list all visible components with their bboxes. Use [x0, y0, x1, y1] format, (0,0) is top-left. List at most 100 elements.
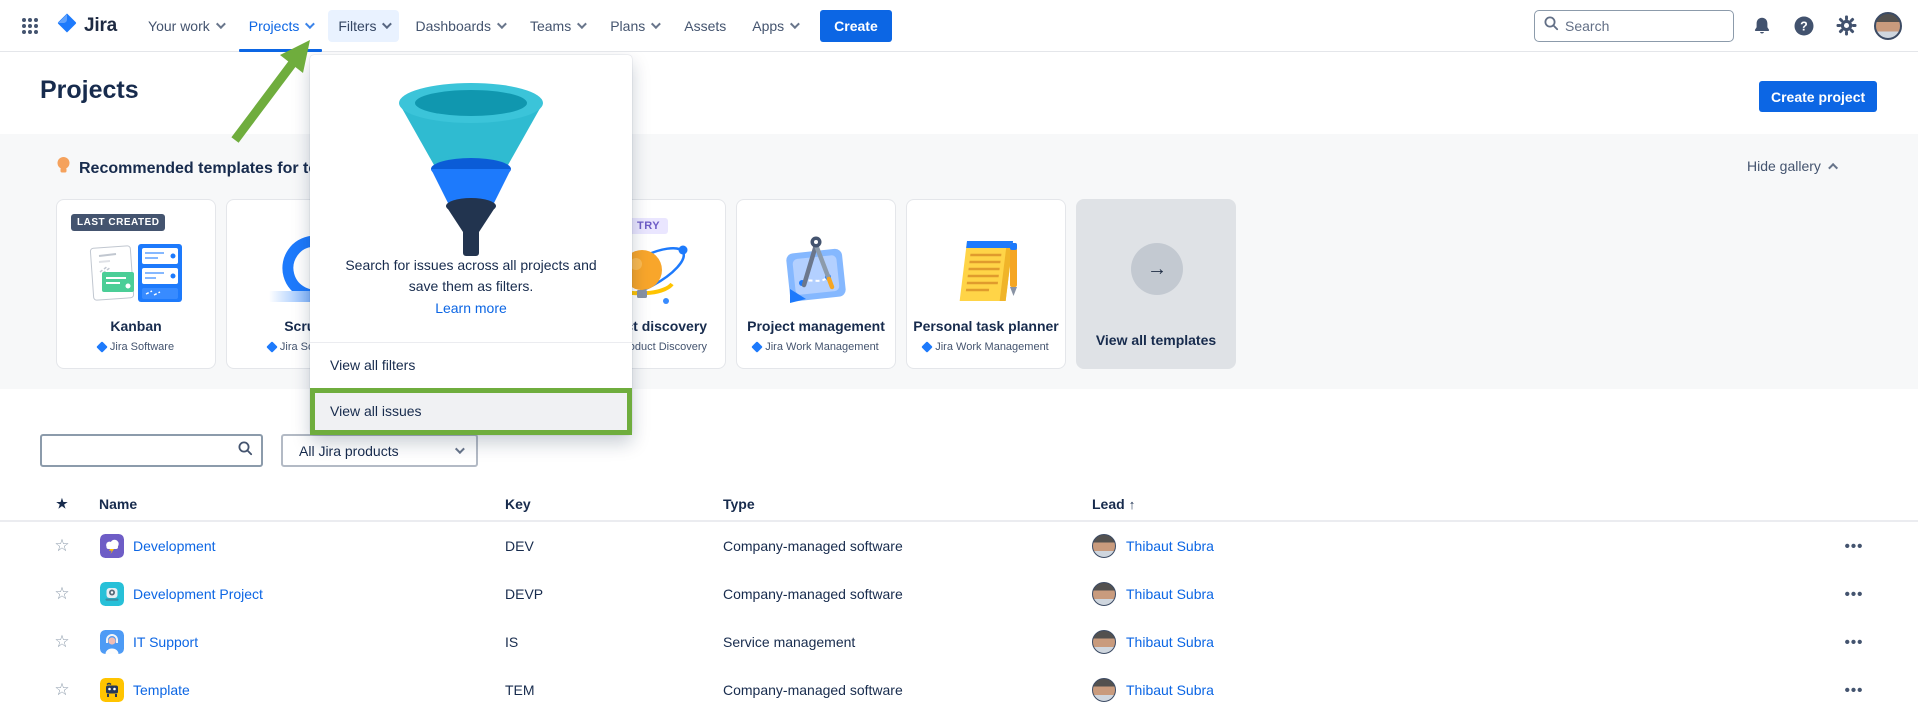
project-lead: Thibaut Subra [1092, 522, 1214, 570]
more-actions-button[interactable]: ••• [1844, 585, 1864, 603]
star-toggle[interactable]: ☆ [54, 584, 70, 603]
card-product-label: Jira Software [109, 341, 175, 353]
nav-item-teams[interactable]: Teams [517, 0, 597, 52]
jira-logo-icon [56, 12, 78, 39]
nav-label: Teams [529, 17, 572, 34]
lead-avatar [1092, 678, 1116, 702]
settings-gear-icon[interactable] [1832, 12, 1860, 40]
project-type: Company-managed software [723, 538, 903, 554]
star-toggle[interactable]: ☆ [54, 632, 70, 651]
card-product: Jira Work Management [737, 341, 895, 353]
projects-table-header: ★ Name Key Type Lead ↑ [0, 490, 1918, 522]
notifications-bell-icon[interactable] [1748, 12, 1776, 40]
project-lead: Thibaut Subra [1092, 618, 1214, 666]
nav-label: Assets [684, 17, 727, 34]
lead-link[interactable]: Thibaut Subra [1126, 682, 1214, 698]
project-type: Company-managed software [723, 586, 903, 602]
nav-item-assets[interactable]: Assets [671, 0, 739, 52]
project-link[interactable]: Development [133, 538, 216, 554]
star-toggle[interactable]: ☆ [54, 680, 70, 699]
lead-link[interactable]: Thibaut Subra [1126, 586, 1214, 602]
chevron-down-icon [496, 19, 507, 30]
app-switcher-icon[interactable] [14, 10, 46, 42]
jira-software-icon [266, 341, 278, 353]
card-name: Project management [747, 318, 885, 334]
more-actions-button[interactable]: ••• [1844, 633, 1864, 651]
star-toggle[interactable]: ☆ [54, 536, 70, 555]
lead-link[interactable]: Thibaut Subra [1126, 538, 1214, 554]
hide-gallery-label: Hide gallery [1747, 158, 1821, 174]
lead-avatar [1092, 630, 1116, 654]
dropdown-divider [310, 342, 632, 343]
chevron-down-icon [305, 19, 316, 30]
project-lead: Thibaut Subra [1092, 570, 1214, 618]
product-filter-value: All Jira products [299, 442, 399, 459]
project-link[interactable]: Template [133, 682, 190, 698]
create-button[interactable]: Create [820, 9, 892, 42]
project-link[interactable]: Development Project [133, 586, 263, 602]
lead-link[interactable]: Thibaut Subra [1126, 634, 1214, 650]
more-actions-button[interactable]: ••• [1844, 537, 1864, 555]
column-header-star[interactable]: ★ [56, 496, 68, 511]
user-avatar[interactable] [1874, 11, 1902, 40]
logo-wordmark: Jira [84, 14, 118, 36]
nav-item-dashboards[interactable]: Dashboards [402, 0, 517, 52]
gallery-heading: Recommended templates for te [56, 156, 317, 181]
menu-item-view-all-filters[interactable]: View all filters [330, 357, 416, 373]
template-card-personal-task-planner[interactable]: Personal task planner Jira Work Manageme… [906, 199, 1066, 369]
search-icon [237, 440, 253, 461]
create-project-button[interactable]: Create project [1759, 81, 1878, 112]
nav-label: Plans [610, 17, 646, 34]
jira-logo[interactable]: Jira [56, 12, 117, 39]
learn-more-link[interactable]: Learn more [435, 300, 507, 316]
svg-text:?: ? [1800, 19, 1808, 33]
nav-item-projects[interactable]: Projects [236, 0, 326, 52]
project-key: TEM [505, 682, 535, 698]
view-all-templates-card[interactable]: → View all templates [1076, 199, 1236, 369]
nav-label: Dashboards [415, 17, 491, 34]
project-search-input[interactable] [50, 442, 237, 459]
global-search-input[interactable] [1565, 17, 1715, 34]
column-header-lead[interactable]: Lead ↑ [1092, 496, 1135, 512]
last-created-badge: LAST CREATED [71, 214, 166, 231]
kanban-illustration [57, 240, 215, 308]
project-type: Service management [723, 634, 856, 650]
card-product: Jira Software [57, 341, 215, 353]
project-link[interactable]: IT Support [133, 634, 199, 650]
project-avatar-development [100, 522, 124, 570]
funnel-illustration [386, 73, 556, 263]
project-lead: Thibaut Subra [1092, 666, 1214, 714]
nav-label: Projects [248, 17, 300, 34]
jira-software-icon [96, 341, 108, 353]
nav-item-filters[interactable]: Filters [325, 0, 402, 52]
project-key: DEVP [505, 586, 544, 602]
hide-gallery-button[interactable]: Hide gallery [1747, 158, 1838, 174]
jira-work-management-icon [921, 341, 933, 353]
card-name: Kanban [110, 318, 162, 334]
nav-item-your-work[interactable]: Your work [135, 0, 236, 52]
chevron-down-icon [790, 19, 801, 30]
project-avatar-template [100, 666, 124, 714]
table-row: ☆ Template TEM Company-managed software … [0, 666, 1918, 714]
column-header-name[interactable]: Name [99, 496, 138, 512]
top-navigation: Jira Your work Projects Filters Dashboar… [0, 0, 1918, 52]
global-search[interactable] [1534, 9, 1734, 42]
nav-item-plans[interactable]: Plans [597, 0, 671, 52]
card-product-label: Jira Work Management [765, 341, 879, 353]
column-header-key[interactable]: Key [505, 496, 531, 512]
product-filter-select[interactable]: All Jira products [281, 434, 478, 467]
search-icon [1543, 15, 1559, 36]
menu-item-view-all-issues[interactable]: View all issues [310, 388, 632, 435]
nav-label: Apps [752, 17, 785, 34]
nav-right-cluster: ? [1534, 9, 1902, 42]
card-product-label: Jira Work Management [935, 341, 1049, 353]
help-icon[interactable]: ? [1790, 12, 1818, 40]
template-card-kanban[interactable]: LAST CREATED [56, 199, 216, 369]
template-card-project-management[interactable]: Project management Jira Work Management [736, 199, 896, 369]
project-search-field[interactable] [40, 434, 263, 467]
more-actions-button[interactable]: ••• [1844, 681, 1864, 699]
nav-item-apps[interactable]: Apps [739, 0, 810, 52]
dropdown-description-line2: save them as filters. [408, 278, 534, 294]
column-header-type[interactable]: Type [723, 496, 755, 512]
